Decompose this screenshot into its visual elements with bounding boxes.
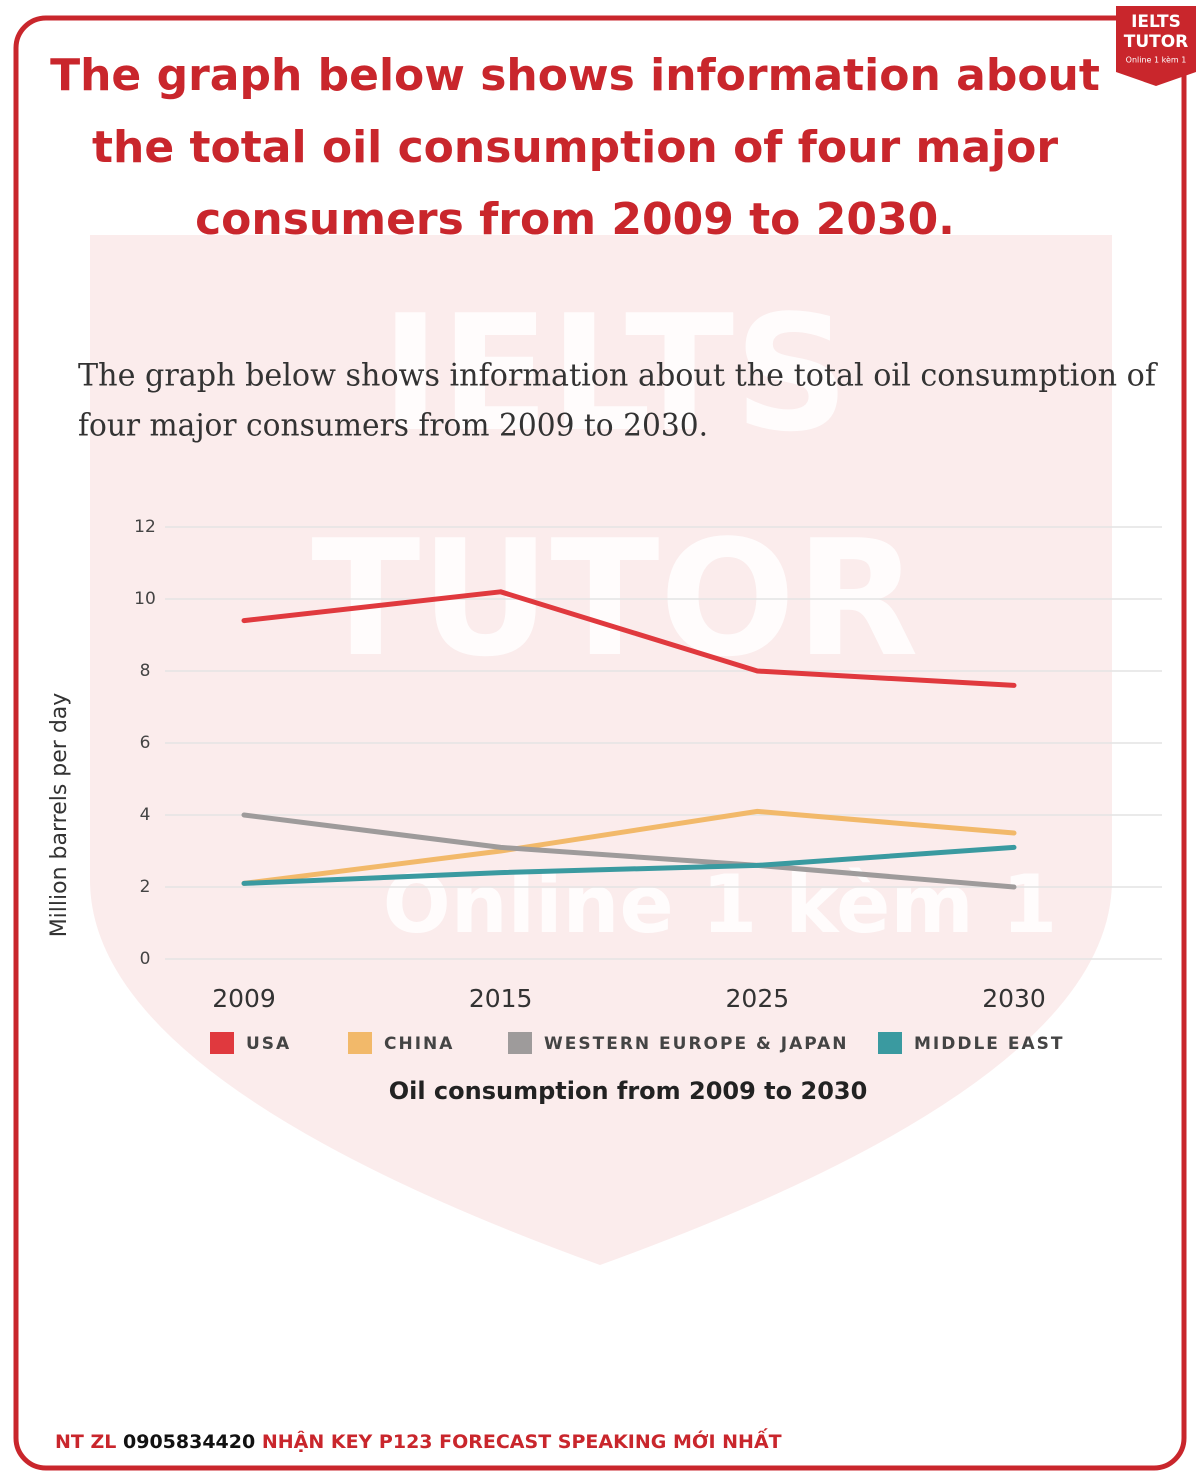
- footer-part: NT ZL: [55, 1431, 116, 1453]
- watermark-text: IELTS: [381, 280, 850, 467]
- y-tick-label: 8: [140, 661, 151, 681]
- y-tick-label: 4: [140, 805, 151, 825]
- legend-label: WESTERN EUROPE & JAPAN: [544, 1034, 849, 1054]
- footer: NT ZL 0905834420 NHẬN KEY P123 FORECAST …: [55, 1427, 782, 1453]
- headline: The graph below shows information about: [50, 50, 1100, 101]
- prompt-text: four major consumers from 2009 to 2030.: [78, 408, 708, 444]
- legend-swatch: [210, 1032, 234, 1054]
- chart-title: Oil consumption from 2009 to 2030: [389, 1077, 868, 1105]
- logo-text: IELTS: [1131, 12, 1181, 32]
- prompt-text: The graph below shows information about …: [78, 358, 1158, 394]
- legend-swatch: [348, 1032, 372, 1054]
- y-axis-label: Million barrels per day: [47, 693, 72, 938]
- footer-part: 0905834420: [123, 1431, 255, 1453]
- headline: the total oil consumption of four major: [92, 122, 1058, 173]
- watermark-shield: [90, 235, 1112, 1265]
- line-series: [241, 812, 1017, 890]
- line-series: [241, 844, 1017, 886]
- y-tick-label: 2: [140, 877, 151, 897]
- legend-swatch: [508, 1032, 532, 1054]
- y-tick-label: 6: [140, 733, 151, 753]
- y-tick-label: 10: [134, 589, 156, 609]
- legend-label: MIDDLE EAST: [914, 1034, 1064, 1054]
- x-tick-label: 2030: [982, 984, 1046, 1013]
- y-tick-label: 0: [140, 949, 151, 969]
- logo-text: Online 1 kèm 1: [1126, 55, 1187, 65]
- legend-swatch: [878, 1032, 902, 1054]
- x-tick-label: 2025: [726, 984, 790, 1013]
- x-tick-label: 2015: [469, 984, 533, 1013]
- line-series: [241, 808, 1017, 886]
- logo-badge: [1116, 6, 1196, 86]
- headline: consumers from 2009 to 2030.: [195, 194, 955, 245]
- footer-part: NHẬN KEY P123 FORECAST SPEAKING MỚI NHẤT: [262, 1427, 782, 1453]
- x-tick-label: 2009: [212, 984, 276, 1013]
- legend-label: CHINA: [384, 1034, 454, 1054]
- y-tick-label: 12: [134, 517, 156, 537]
- line-series: [241, 589, 1017, 688]
- logo-text: TUTOR: [1124, 32, 1189, 52]
- legend-label: USA: [246, 1034, 291, 1054]
